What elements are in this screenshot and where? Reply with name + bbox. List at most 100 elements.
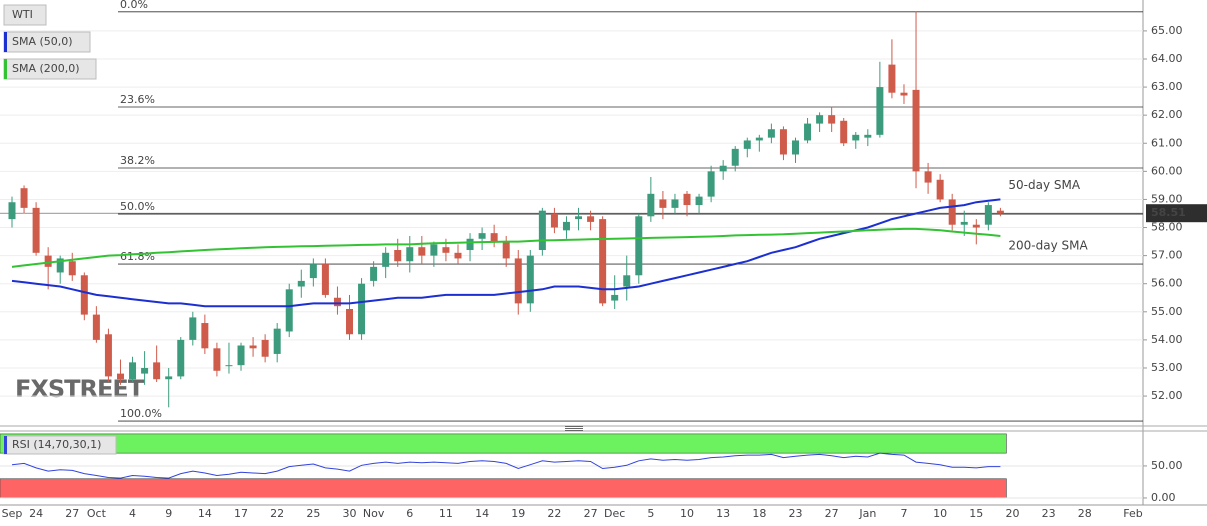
x-tick-label: 23 [1042, 507, 1056, 520]
candle-body [779, 129, 787, 155]
candle-body [8, 202, 16, 220]
x-tick-label: 27 [584, 507, 598, 520]
candle-body [538, 210, 546, 250]
candle-body [116, 373, 124, 380]
candle-body [912, 89, 920, 172]
rsi-line [11, 452, 1001, 479]
x-tick-label: 7 [900, 507, 907, 520]
candle-body [20, 188, 28, 208]
candle-body [502, 241, 510, 259]
candle-body [960, 221, 968, 225]
x-tick-label: 27 [825, 507, 839, 520]
candle-body [587, 216, 595, 222]
candle-body [321, 264, 329, 295]
x-tick-label: 20 [1005, 507, 1019, 520]
candle-body [104, 334, 112, 377]
candle-body [56, 258, 64, 273]
candle-body [707, 171, 715, 197]
candle-body [864, 134, 872, 138]
candle-body [129, 362, 137, 380]
fib-label: 38.2% [120, 154, 155, 167]
candle-body [816, 115, 824, 124]
x-tick-label: 13 [716, 507, 730, 520]
fib-label: 61.8% [120, 250, 155, 263]
candle-body [550, 213, 558, 228]
y-tick-label: 64.00 [1151, 52, 1183, 65]
brand-watermark: FXSTREET [15, 375, 145, 403]
candle-body [201, 323, 209, 349]
sma-line [11, 227, 1001, 268]
x-tick-label: 18 [752, 507, 766, 520]
resize-handle[interactable] [565, 426, 583, 431]
x-tick-label: Oct [87, 507, 107, 520]
rsi-tick-label: 0.00 [1151, 491, 1176, 504]
candle-body [165, 376, 173, 380]
legend-label: SMA (200,0) [12, 62, 80, 75]
candle-body [743, 140, 751, 149]
candle-body [68, 261, 76, 276]
candle-body [32, 207, 40, 253]
candle-body [382, 252, 390, 267]
candle-body [406, 247, 414, 262]
candle-body [394, 250, 402, 262]
candle-body [346, 308, 354, 335]
candle-body [213, 348, 221, 371]
x-tick-label: 22 [547, 507, 561, 520]
x-tick-label: 24 [29, 507, 43, 520]
y-tick-label: 63.00 [1151, 80, 1183, 93]
candle-body [225, 365, 233, 367]
line-annotation: 50-day SMA [1008, 178, 1080, 192]
legend-swatch [4, 32, 7, 52]
last-price-label: 58.51 [1151, 206, 1186, 219]
candle-body [141, 367, 149, 374]
legend-label: SMA (50,0) [12, 35, 73, 48]
legend-swatch [4, 59, 7, 79]
y-tick-label: 52.00 [1151, 389, 1183, 402]
x-tick-label: 25 [306, 507, 320, 520]
candle-body [791, 140, 799, 155]
x-tick-label: 28 [1078, 507, 1092, 520]
candle-body [900, 92, 908, 96]
candle-body [261, 339, 269, 357]
candle-body [828, 115, 836, 124]
legend-box [3, 4, 47, 26]
x-tick-label: 15 [969, 507, 983, 520]
y-tick-label: 65.00 [1151, 24, 1183, 37]
candle-body [418, 247, 426, 256]
candle-body [297, 280, 305, 287]
candle-body [44, 255, 52, 267]
rsi-band [0, 433, 1007, 454]
candle-body [562, 221, 570, 231]
candle-body [575, 216, 583, 220]
y-tick-label: 55.00 [1151, 305, 1183, 318]
candle-body [285, 289, 293, 332]
candle-body [370, 266, 378, 281]
candle-body [695, 196, 703, 206]
candle-body [273, 328, 281, 354]
sma-line [11, 198, 1001, 308]
y-tick-label: 58.00 [1151, 221, 1183, 234]
candle-body [358, 283, 366, 335]
candle-body [478, 233, 486, 239]
x-tick-label: 27 [65, 507, 79, 520]
x-tick-label: 10 [680, 507, 694, 520]
candle-body [972, 224, 980, 228]
line-annotation: 200-day SMA [1008, 238, 1088, 252]
x-tick-label: 11 [439, 507, 453, 520]
x-tick-label: 14 [198, 507, 212, 520]
candle-body [430, 244, 438, 256]
legend-label: WTI [12, 8, 33, 21]
x-tick-label: 19 [511, 507, 525, 520]
candle-body [755, 137, 763, 141]
y-tick-label: 62.00 [1151, 108, 1183, 121]
y-tick-label: 53.00 [1151, 361, 1183, 374]
y-tick-label: 54.00 [1151, 333, 1183, 346]
x-tick-label: 14 [475, 507, 489, 520]
x-tick-label: 9 [165, 507, 172, 520]
candle-body [731, 148, 739, 166]
candle-body [92, 314, 100, 340]
x-tick-label: 10 [933, 507, 947, 520]
candle-body [840, 120, 848, 144]
candle-body [876, 87, 884, 135]
